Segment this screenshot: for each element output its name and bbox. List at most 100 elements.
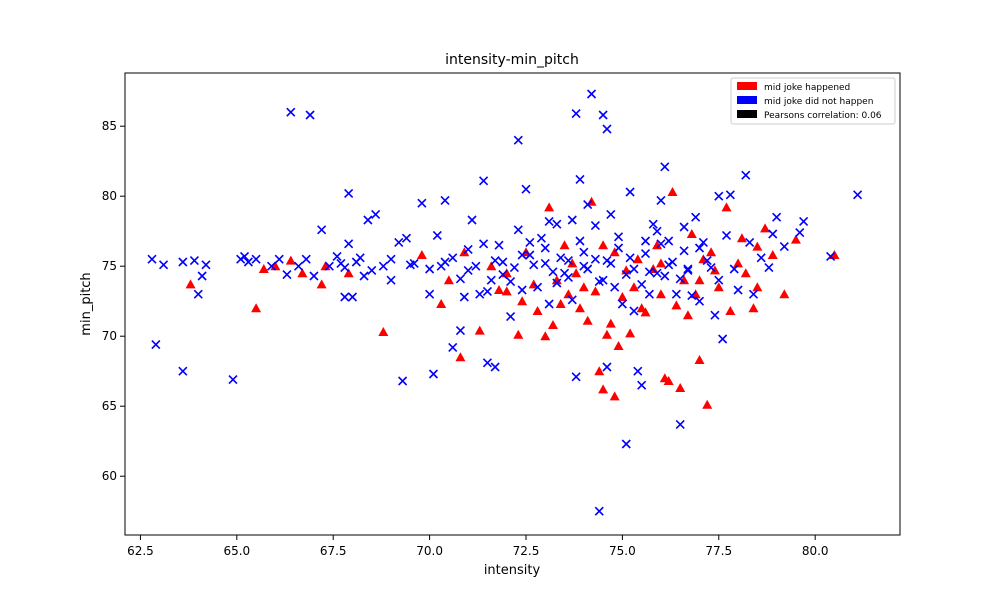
x-tick-label: 80.0 (802, 544, 829, 558)
data-point (664, 236, 674, 246)
x-tick-label: 72.5 (513, 544, 540, 558)
data-point (567, 258, 578, 268)
data-point (494, 240, 504, 250)
data-point (459, 247, 470, 257)
data-point (286, 107, 296, 117)
data-point (628, 282, 639, 292)
data-point (632, 254, 643, 264)
data-point (359, 271, 369, 281)
x-tick-label: 77.5 (705, 544, 732, 558)
data-point (583, 264, 593, 274)
legend-swatch-correlation (737, 110, 757, 118)
data-point (532, 306, 543, 315)
data-point (455, 352, 466, 362)
data-point (440, 257, 450, 267)
data-point (795, 228, 805, 238)
data-point (694, 355, 705, 364)
data-point (517, 285, 527, 295)
data-point (613, 232, 624, 242)
data-point (513, 225, 523, 235)
x-tick-label: 67.5 (320, 544, 347, 558)
data-point (617, 299, 627, 309)
data-point (317, 225, 327, 235)
data-point (740, 268, 751, 278)
data-point (293, 261, 304, 271)
data-point (425, 289, 435, 299)
data-point (459, 292, 469, 302)
data-point (617, 292, 628, 301)
data-point (625, 253, 635, 263)
data-point (258, 264, 269, 273)
data-point (455, 274, 466, 284)
data-point (629, 306, 639, 316)
data-point (525, 237, 535, 247)
data-point (768, 229, 778, 239)
data-point (683, 265, 693, 275)
data-point (682, 310, 693, 320)
legend-label-correlation: Pearsons correlation: 0.06 (764, 111, 882, 121)
data-point (201, 260, 211, 270)
data-point (563, 289, 574, 299)
data-point (517, 250, 527, 260)
data-point (552, 219, 562, 229)
data-point (644, 289, 654, 299)
data-point (748, 289, 759, 299)
data-point (706, 247, 717, 257)
data-point (332, 251, 342, 261)
legend-box (730, 77, 896, 125)
data-point (760, 223, 771, 233)
points-layer (147, 89, 863, 516)
data-point (363, 215, 373, 225)
data-point (386, 275, 396, 285)
data-point (193, 289, 203, 299)
data-point (455, 326, 466, 336)
legend-swatch-no-joke (737, 96, 757, 104)
data-point (567, 215, 577, 225)
data-point (490, 256, 500, 266)
data-point (239, 251, 250, 261)
data-point (479, 176, 489, 186)
data-point (752, 241, 763, 251)
data-point (540, 243, 550, 253)
legend: mid joke happened mid joke did not happe… (730, 77, 896, 125)
data-point (513, 135, 523, 145)
data-point (637, 380, 647, 390)
data-point (640, 307, 651, 317)
data-point (790, 234, 801, 244)
data-point (718, 334, 728, 344)
data-point (529, 260, 539, 270)
chart-title: intensity-min_pitch (445, 52, 579, 68)
data-point (440, 195, 450, 205)
series-no-joke (147, 89, 863, 516)
legend-label-no-joke: mid joke did not happen (764, 97, 873, 107)
data-point (613, 341, 624, 350)
data-point (386, 254, 396, 264)
data-point (490, 362, 500, 372)
data-point (463, 244, 473, 254)
data-point (309, 271, 319, 281)
data-point (694, 275, 705, 285)
data-point (648, 219, 658, 229)
data-point (228, 375, 238, 385)
data-point (686, 229, 697, 238)
data-point (243, 257, 253, 267)
data-point (305, 110, 315, 120)
data-point (752, 282, 763, 292)
data-point (544, 216, 554, 226)
data-point (347, 292, 358, 302)
data-point (590, 286, 601, 296)
data-point (417, 198, 427, 208)
data-point (344, 239, 354, 249)
data-point (598, 384, 609, 394)
data-point (679, 246, 689, 256)
data-point (571, 372, 581, 382)
data-point (729, 264, 739, 274)
data-point (602, 362, 612, 372)
data-point (767, 250, 778, 259)
data-point (463, 265, 473, 275)
data-point (706, 263, 716, 273)
data-point (251, 303, 262, 313)
data-point (563, 256, 573, 266)
data-point (301, 254, 311, 264)
